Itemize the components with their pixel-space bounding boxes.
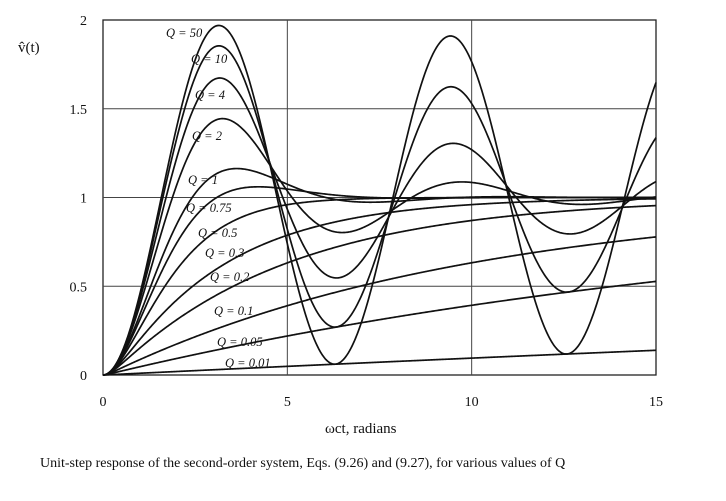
x-tick-label: 10 <box>465 395 479 410</box>
figure-caption: Unit-step response of the second-order s… <box>40 456 566 471</box>
y-tick-label: 1.5 <box>70 103 88 118</box>
series-label: Q = 1 <box>188 173 218 187</box>
series-line <box>102 196 656 376</box>
series-line <box>102 349 657 376</box>
series-label: Q = 0.2 <box>210 270 249 284</box>
series-label: Q = 2 <box>192 129 222 143</box>
x-axis-label: ωct, radians <box>325 421 397 437</box>
series-label: Q = 0.75 <box>186 201 232 215</box>
curves <box>102 24 657 376</box>
series-label: Q = 0.5 <box>198 226 237 240</box>
y-tick-label: 0.5 <box>70 280 88 295</box>
series-label: Q = 10 <box>191 52 228 66</box>
y-tick-label: 0 <box>80 369 87 384</box>
series-label: Q = 0.01 <box>225 356 271 370</box>
series-label: Q = 0.1 <box>214 304 253 318</box>
y-tick-label: 2 <box>80 14 87 29</box>
y-axis-label: v̂(t) <box>18 40 40 56</box>
tick-labels: 0 5 10 15 0 0.5 1 1.5 2 <box>70 14 664 410</box>
x-tick-label: 5 <box>284 395 291 410</box>
series-line <box>102 117 657 376</box>
series-label: Q = 4 <box>195 88 225 102</box>
series-label: Q = 50 <box>166 26 203 40</box>
series-label: Q = 0.3 <box>205 246 244 260</box>
x-tick-label: 0 <box>100 395 107 410</box>
series-line <box>102 236 657 376</box>
series-line <box>102 77 657 376</box>
series-line <box>102 280 657 376</box>
series-label: Q = 0.05 <box>217 335 263 349</box>
y-tick-label: 1 <box>80 192 87 207</box>
series-line <box>102 204 657 376</box>
chart-svg: Q = 50 Q = 10 Q = 4 Q = 2 Q = 1 Q = 0.75 Q = 0… <box>18 14 664 437</box>
curve-labels: Q = 50 Q = 10 Q = 4 Q = 2 Q = 1 Q = 0.75 Q = 0… <box>166 26 271 370</box>
x-tick-label: 15 <box>649 395 663 410</box>
series-line <box>102 198 657 376</box>
